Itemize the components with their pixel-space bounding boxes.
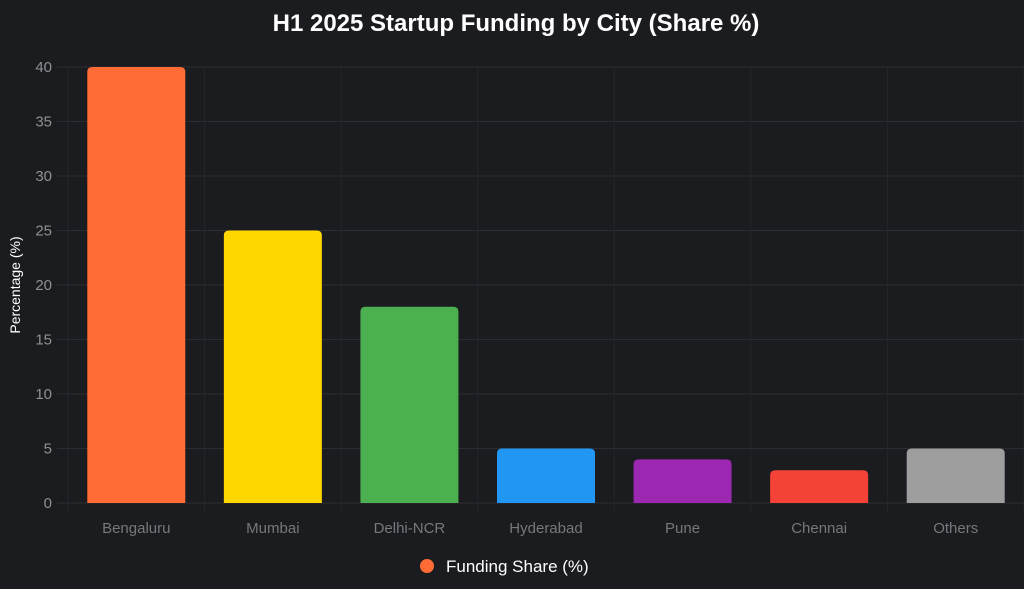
y-tick-label: 30 xyxy=(35,168,52,185)
bar-pune[interactable] xyxy=(633,459,732,503)
legend-marker xyxy=(420,559,434,573)
bar-mumbai[interactable] xyxy=(223,230,322,504)
y-tick-label: 35 xyxy=(35,114,52,131)
x-tick-label: Delhi-NCR xyxy=(374,520,446,537)
x-tick-label: Chennai xyxy=(791,520,847,537)
legend[interactable]: Funding Share (%) xyxy=(420,557,589,576)
chart-title: H1 2025 Startup Funding by City (Share %… xyxy=(273,10,760,37)
y-tick-label: 15 xyxy=(35,332,52,349)
bar-chennai[interactable] xyxy=(770,470,869,503)
x-tick-label: Others xyxy=(933,520,978,537)
bar-delhi-ncr[interactable] xyxy=(360,306,459,503)
x-tick-label: Mumbai xyxy=(246,520,299,537)
y-axis-label: Percentage (%) xyxy=(7,236,23,333)
bar-others[interactable] xyxy=(906,448,1005,504)
bar-bengaluru[interactable] xyxy=(87,67,186,503)
x-tick-label: Pune xyxy=(665,520,700,537)
y-tick-label: 20 xyxy=(35,277,52,294)
legend-label: Funding Share (%) xyxy=(446,557,589,576)
x-tick-label: Bengaluru xyxy=(102,520,170,537)
y-tick-label: 5 xyxy=(44,441,52,458)
y-tick-label: 10 xyxy=(35,386,52,403)
x-tick-label: Hyderabad xyxy=(509,520,582,537)
y-tick-label: 0 xyxy=(44,495,52,512)
y-tick-label: 40 xyxy=(35,59,52,76)
bar-hyderabad[interactable] xyxy=(497,448,595,504)
y-tick-label: 25 xyxy=(35,223,52,240)
